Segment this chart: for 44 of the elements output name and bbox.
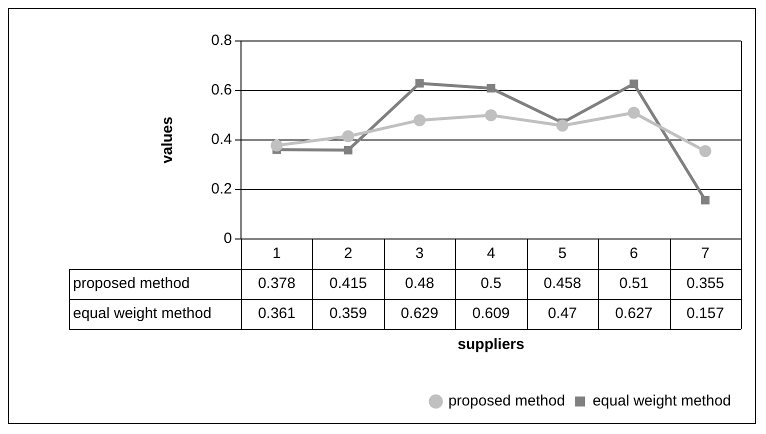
data-label: 0.51 [619, 275, 648, 292]
data-label: 0.415 [329, 275, 367, 292]
text: equal weight method [73, 305, 212, 322]
y-tick-label: 0.8 [211, 32, 232, 50]
data-label: 0.359 [329, 305, 367, 322]
x-tick-label: 3 [415, 245, 424, 262]
point [342, 130, 354, 142]
point [628, 106, 640, 119]
data-label: 0.458 [544, 275, 582, 292]
data-label: 0.5 [480, 275, 502, 292]
x-tick-label: 2 [344, 245, 352, 262]
data-label: 0.378 [258, 275, 296, 292]
data-label: 0.47 [548, 305, 578, 322]
data-label: 0.48 [404, 275, 434, 292]
x-axis-title: suppliers [458, 336, 524, 354]
point [699, 145, 712, 158]
text: proposed method [73, 275, 190, 292]
point [556, 120, 568, 132]
legend-label: equal weight method [592, 392, 732, 410]
point [415, 79, 424, 88]
data-label: 0.157 [686, 305, 724, 322]
point [701, 196, 710, 204]
x-tick-label: 1 [272, 245, 281, 262]
point [414, 114, 426, 126]
point [630, 80, 638, 88]
y-tick-label: 0 [224, 230, 232, 248]
x-tick-label: 5 [558, 245, 567, 262]
legend-label: proposed method [448, 392, 566, 410]
x-tick-label: 6 [630, 245, 638, 262]
point [486, 84, 496, 93]
data-label: 0.355 [686, 275, 724, 292]
data-label: 0.629 [400, 305, 438, 322]
data-label: 0.361 [258, 305, 296, 322]
data-label: 0.609 [472, 305, 510, 322]
x-tick-label: 4 [486, 245, 496, 262]
point [344, 146, 352, 154]
point [485, 109, 497, 122]
data-label: 0.627 [615, 305, 653, 322]
y-tick-label: 0.2 [211, 180, 232, 198]
y-axis-title: values [159, 116, 176, 164]
x-tick-label: 7 [701, 245, 710, 262]
y-tick-label: 0.6 [211, 82, 232, 99]
y-tick-label: 0.4 [211, 131, 232, 148]
point [270, 139, 283, 152]
